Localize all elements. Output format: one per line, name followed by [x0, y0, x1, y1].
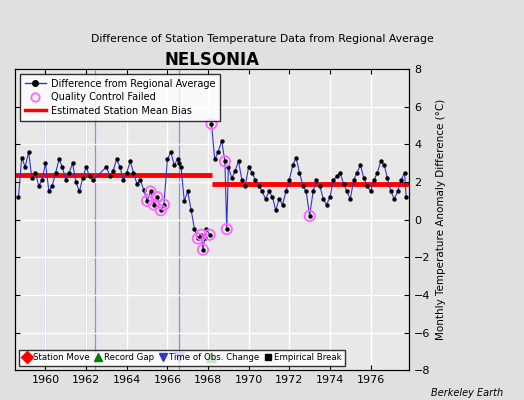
- Text: Difference of Station Temperature Data from Regional Average: Difference of Station Temperature Data f…: [91, 34, 433, 44]
- Point: [221, 158, 229, 164]
- Legend: Station Move, Record Gap, Time of Obs. Change, Empirical Break: Station Move, Record Gap, Time of Obs. C…: [19, 350, 345, 366]
- Point: [205, 232, 214, 238]
- Point: [157, 207, 165, 214]
- Point: [223, 226, 231, 232]
- Text: Berkeley Earth: Berkeley Earth: [431, 388, 503, 398]
- Point: [197, 232, 205, 238]
- Title: NELSONIA: NELSONIA: [165, 51, 259, 69]
- Point: [160, 202, 168, 208]
- Point: [194, 235, 202, 242]
- Point: [199, 246, 207, 253]
- Y-axis label: Monthly Temperature Anomaly Difference (°C): Monthly Temperature Anomaly Difference (…: [436, 99, 446, 340]
- Point: [208, 120, 216, 127]
- Point: [305, 213, 314, 219]
- Point: [146, 188, 155, 195]
- Point: [149, 202, 158, 208]
- Point: [143, 198, 151, 204]
- Point: [153, 194, 161, 200]
